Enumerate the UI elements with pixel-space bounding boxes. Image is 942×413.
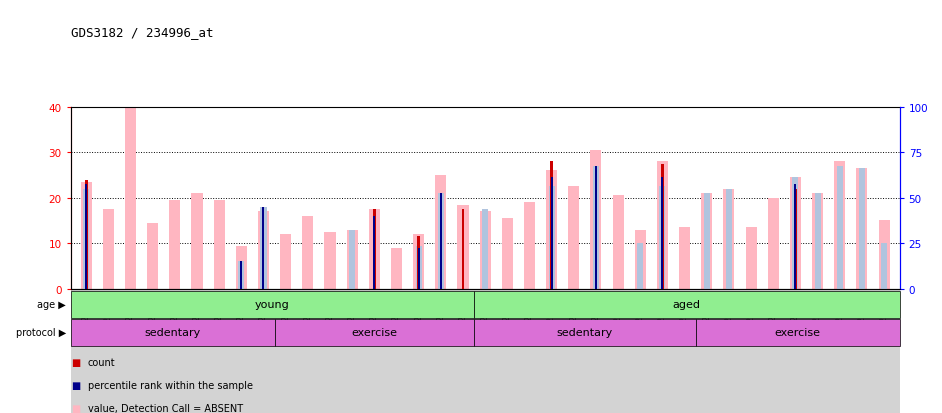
- Bar: [170, 201, 180, 289]
- Bar: [612, 196, 624, 289]
- Bar: [637, 244, 643, 289]
- Bar: [482, 210, 488, 289]
- Bar: [417, 248, 419, 289]
- Bar: [240, 262, 242, 289]
- Bar: [373, 210, 376, 289]
- Bar: [856, 169, 868, 289]
- Bar: [591, 150, 602, 289]
- Bar: [502, 219, 512, 289]
- Bar: [414, 235, 424, 289]
- Bar: [726, 189, 732, 289]
- Bar: [236, 246, 247, 289]
- Bar: [462, 210, 464, 289]
- Bar: [71, 289, 900, 413]
- Bar: [415, 246, 422, 289]
- Bar: [635, 230, 646, 289]
- Bar: [373, 216, 375, 289]
- Bar: [125, 107, 136, 289]
- Bar: [258, 212, 269, 289]
- Bar: [815, 194, 820, 289]
- Bar: [836, 166, 843, 289]
- Bar: [81, 183, 91, 289]
- Bar: [859, 169, 865, 289]
- Bar: [812, 194, 823, 289]
- Bar: [546, 171, 557, 289]
- Bar: [391, 248, 402, 289]
- Bar: [524, 203, 535, 289]
- Bar: [260, 207, 267, 289]
- Bar: [661, 164, 664, 289]
- Text: count: count: [88, 358, 115, 368]
- Bar: [438, 194, 444, 289]
- Text: sedentary: sedentary: [144, 328, 201, 338]
- Bar: [479, 212, 491, 289]
- Text: exercise: exercise: [774, 328, 820, 338]
- Text: ■: ■: [71, 380, 80, 390]
- Bar: [745, 228, 756, 289]
- Bar: [551, 178, 553, 289]
- Bar: [214, 201, 225, 289]
- Bar: [661, 178, 663, 289]
- Text: aged: aged: [673, 299, 701, 310]
- Bar: [71, 291, 474, 318]
- Bar: [474, 291, 900, 318]
- Bar: [435, 176, 447, 289]
- Bar: [440, 194, 442, 289]
- Text: value, Detection Call = ABSENT: value, Detection Call = ABSENT: [88, 403, 243, 413]
- Bar: [458, 205, 468, 289]
- Text: young: young: [255, 299, 290, 310]
- Bar: [85, 180, 88, 289]
- Bar: [595, 166, 597, 289]
- Bar: [657, 162, 668, 289]
- Text: sedentary: sedentary: [557, 328, 613, 338]
- Bar: [701, 194, 712, 289]
- Text: exercise: exercise: [351, 328, 398, 338]
- Bar: [263, 207, 265, 289]
- Bar: [274, 319, 474, 346]
- Text: protocol ▶: protocol ▶: [16, 328, 66, 338]
- Bar: [879, 221, 889, 289]
- Bar: [147, 223, 158, 289]
- Bar: [302, 216, 314, 289]
- Bar: [679, 228, 690, 289]
- Bar: [568, 187, 579, 289]
- Bar: [324, 232, 335, 289]
- Bar: [368, 210, 380, 289]
- Bar: [417, 237, 420, 289]
- Bar: [593, 166, 599, 289]
- Bar: [768, 198, 779, 289]
- Text: ■: ■: [71, 403, 80, 413]
- Bar: [704, 194, 710, 289]
- Text: ■: ■: [71, 358, 80, 368]
- Text: GDS3182 / 234996_at: GDS3182 / 234996_at: [71, 26, 213, 39]
- Bar: [83, 189, 89, 289]
- Bar: [550, 162, 553, 289]
- Bar: [881, 244, 887, 289]
- Bar: [347, 230, 358, 289]
- Bar: [238, 262, 244, 289]
- Bar: [103, 210, 114, 289]
- Bar: [349, 230, 355, 289]
- Bar: [723, 189, 735, 289]
- Bar: [280, 235, 291, 289]
- Bar: [659, 187, 665, 289]
- Bar: [835, 162, 845, 289]
- Bar: [71, 319, 274, 346]
- Bar: [790, 178, 801, 289]
- Bar: [191, 194, 203, 289]
- Bar: [792, 178, 799, 289]
- Bar: [474, 319, 696, 346]
- Bar: [794, 189, 797, 289]
- Bar: [794, 185, 796, 289]
- Text: percentile rank within the sample: percentile rank within the sample: [88, 380, 252, 390]
- Bar: [85, 185, 88, 289]
- Bar: [696, 319, 900, 346]
- Text: age ▶: age ▶: [37, 299, 66, 310]
- Bar: [548, 187, 555, 289]
